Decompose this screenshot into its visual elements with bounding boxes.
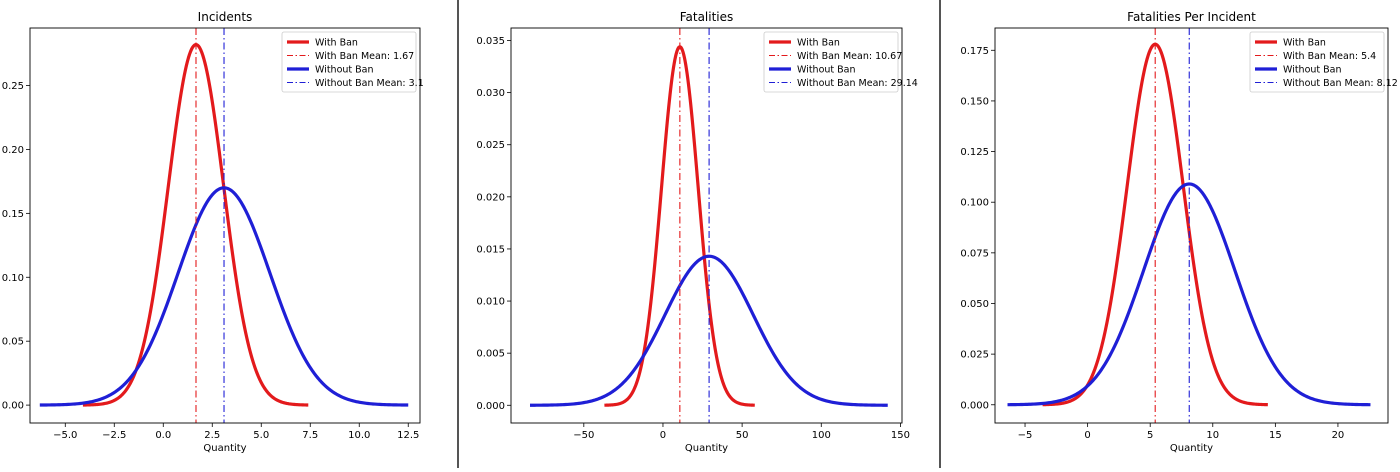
legend-box bbox=[281, 31, 417, 93]
y-tick-label: 0.20 bbox=[2, 145, 24, 156]
legend: With Ban With Ban Mean: 10.67 Without Ban W… bbox=[763, 31, 918, 93]
x-axis-label: Quantity bbox=[203, 443, 246, 454]
y-tick-label: 0.050 bbox=[960, 299, 989, 310]
axes-frame bbox=[510, 27, 903, 424]
x-axis-label: Quantity bbox=[685, 443, 728, 454]
x-tick-label: 0 bbox=[1084, 430, 1090, 441]
y-tick-label: 0.125 bbox=[960, 147, 989, 158]
x-tick-label: −2.5 bbox=[102, 430, 126, 441]
y-tick-label: 0.005 bbox=[476, 349, 505, 360]
chart-panel-2: Fatalities Quantity −50 0 50 100 150 0.000 0.005… bbox=[476, 10, 917, 454]
legend-label: Without Ban Mean: 29.14 bbox=[797, 78, 918, 89]
x-tick-label: −5.0 bbox=[53, 430, 77, 441]
y-tick-label: 0.05 bbox=[2, 337, 24, 348]
chart-panel-1: Incidents Quantity −5.0 −2.5 0.0 2.5 5.0 7.5 10.… bbox=[2, 10, 424, 454]
chart-panel-3: Fatalities Per Incident Quantity −5 0 5 10 15 2… bbox=[960, 10, 1397, 454]
x-tick-label: 50 bbox=[736, 430, 749, 441]
y-tick-label: 0.035 bbox=[476, 36, 505, 47]
axes-frame bbox=[994, 27, 1389, 424]
y-tick-label: 0.020 bbox=[476, 192, 505, 203]
x-axis-label: Quantity bbox=[1170, 443, 1213, 454]
plot-area bbox=[1007, 28, 1371, 423]
x-tick-label: 20 bbox=[1332, 430, 1345, 441]
x-tick-label: 150 bbox=[891, 430, 910, 441]
legend: With Ban With Ban Mean: 1.67 Without Ban Wi… bbox=[281, 31, 424, 93]
y-tick-label: 0.030 bbox=[476, 88, 505, 99]
legend-label: With Ban Mean: 10.67 bbox=[797, 51, 902, 62]
panel-divider-2 bbox=[939, 0, 941, 468]
y-tick-label: 0.000 bbox=[476, 401, 505, 412]
y-tick-label: 0.025 bbox=[960, 350, 989, 361]
x-tick-label: 2.5 bbox=[204, 430, 220, 441]
legend-label: Without Ban Mean: 8.12 bbox=[1283, 78, 1398, 89]
legend-label: With Ban Mean: 1.67 bbox=[315, 51, 414, 62]
x-tick-label: 5.0 bbox=[253, 430, 269, 441]
legend-label: With Ban bbox=[315, 38, 358, 49]
chart-title: Fatalities bbox=[680, 10, 734, 24]
legend-label: With Ban bbox=[797, 38, 840, 49]
x-tick-label: 10 bbox=[1206, 430, 1219, 441]
plot-area bbox=[530, 28, 888, 423]
x-tick-label: 7.5 bbox=[302, 430, 318, 441]
plot-area bbox=[39, 28, 409, 423]
x-tick-label: 100 bbox=[812, 430, 831, 441]
legend-label: Without Ban bbox=[1283, 65, 1342, 76]
x-tick-label: 10.0 bbox=[348, 430, 370, 441]
x-tick-label: 12.5 bbox=[397, 430, 419, 441]
legend: With Ban With Ban Mean: 5.4 Without Ban Wit… bbox=[1249, 31, 1398, 93]
legend-box bbox=[1249, 31, 1385, 93]
y-tick-label: 0.150 bbox=[960, 96, 989, 107]
x-tick-label: 5 bbox=[1147, 430, 1153, 441]
legend-label: Without Ban Mean: 3.1 bbox=[315, 78, 424, 89]
y-tick-label: 0.015 bbox=[476, 244, 505, 255]
legend-label: With Ban bbox=[1283, 38, 1326, 49]
axes-frame bbox=[29, 27, 421, 424]
x-tick-label: 15 bbox=[1269, 430, 1282, 441]
x-tick-label: 0.0 bbox=[155, 430, 171, 441]
legend-label: With Ban Mean: 5.4 bbox=[1283, 51, 1376, 62]
y-tick-label: 0.25 bbox=[2, 81, 24, 92]
x-tick-label: −5 bbox=[1018, 430, 1033, 441]
y-tick-label: 0.010 bbox=[476, 297, 505, 308]
x-tick-label: −50 bbox=[573, 430, 594, 441]
x-tick-label: 0 bbox=[660, 430, 666, 441]
y-tick-label: 0.025 bbox=[476, 140, 505, 151]
legend-box bbox=[763, 31, 899, 93]
y-tick-label: 0.15 bbox=[2, 209, 24, 220]
y-tick-label: 0.000 bbox=[960, 400, 989, 411]
y-tick-label: 0.100 bbox=[960, 198, 989, 209]
y-tick-label: 0.075 bbox=[960, 248, 989, 259]
y-tick-label: 0.10 bbox=[2, 273, 24, 284]
y-tick-label: 0.175 bbox=[960, 46, 989, 57]
panel-divider-1 bbox=[457, 0, 459, 468]
legend-label: Without Ban bbox=[797, 65, 856, 76]
chart-title: Incidents bbox=[198, 10, 253, 24]
chart-title: Fatalities Per Incident bbox=[1127, 10, 1256, 24]
y-tick-label: 0.00 bbox=[2, 401, 24, 412]
legend-label: Without Ban bbox=[315, 65, 374, 76]
